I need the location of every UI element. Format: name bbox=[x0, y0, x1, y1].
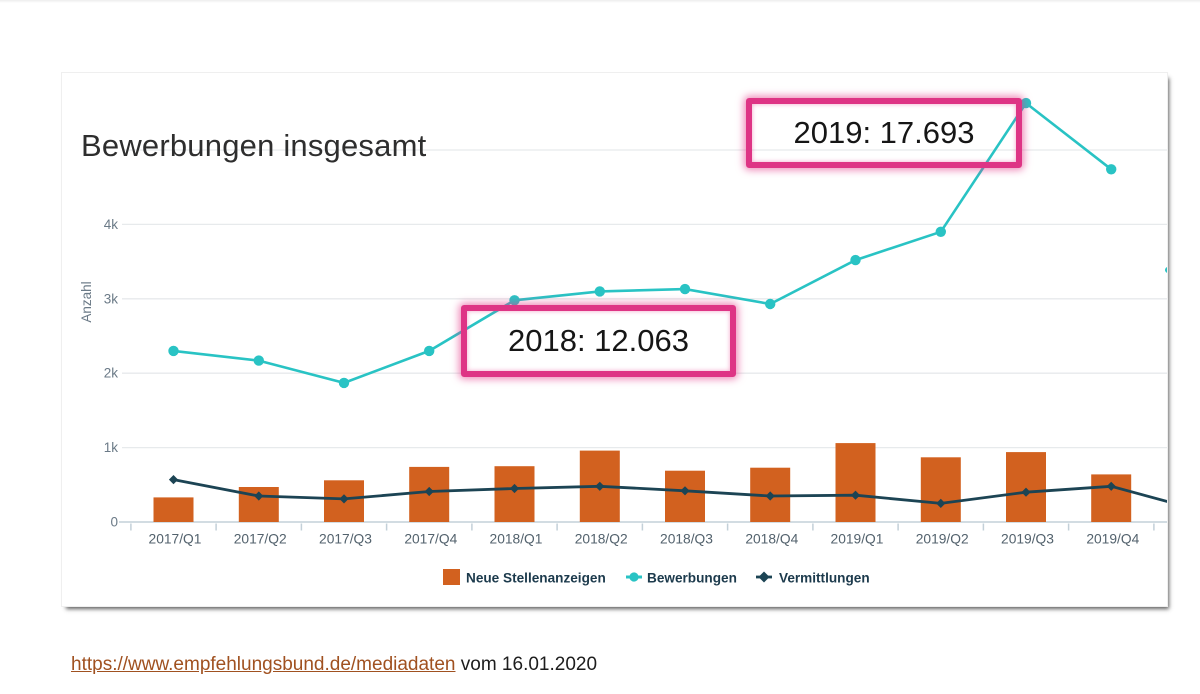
svg-text:2019/Q1: 2019/Q1 bbox=[831, 532, 884, 547]
svg-text:2017/Q4: 2017/Q4 bbox=[404, 532, 457, 547]
svg-text:2018/Q4: 2018/Q4 bbox=[745, 532, 798, 547]
svg-text:Bewerbungen: Bewerbungen bbox=[647, 571, 737, 586]
svg-text:2017/Q3: 2017/Q3 bbox=[319, 532, 372, 547]
svg-text:2019/Q4: 2019/Q4 bbox=[1086, 532, 1139, 547]
svg-text:2019/Q3: 2019/Q3 bbox=[1001, 532, 1054, 547]
svg-text:2017/Q1: 2017/Q1 bbox=[149, 532, 202, 547]
svg-text:2018/Q3: 2018/Q3 bbox=[660, 532, 713, 547]
svg-text:Anzahl: Anzahl bbox=[79, 281, 94, 322]
svg-text:2018/Q1: 2018/Q1 bbox=[490, 532, 543, 547]
svg-text:2019/Q2: 2019/Q2 bbox=[916, 532, 969, 547]
svg-text:1k: 1k bbox=[104, 440, 119, 455]
svg-text:2017/Q2: 2017/Q2 bbox=[234, 532, 287, 547]
svg-text:2018/Q2: 2018/Q2 bbox=[575, 532, 628, 547]
svg-text:4k: 4k bbox=[104, 217, 119, 232]
svg-text:2k: 2k bbox=[104, 366, 119, 381]
svg-text:0: 0 bbox=[110, 515, 118, 530]
svg-text:Vermittlungen: Vermittlungen bbox=[779, 571, 870, 586]
svg-text:3k: 3k bbox=[104, 291, 119, 306]
svg-text:Neue Stellenanzeigen: Neue Stellenanzeigen bbox=[466, 571, 606, 586]
